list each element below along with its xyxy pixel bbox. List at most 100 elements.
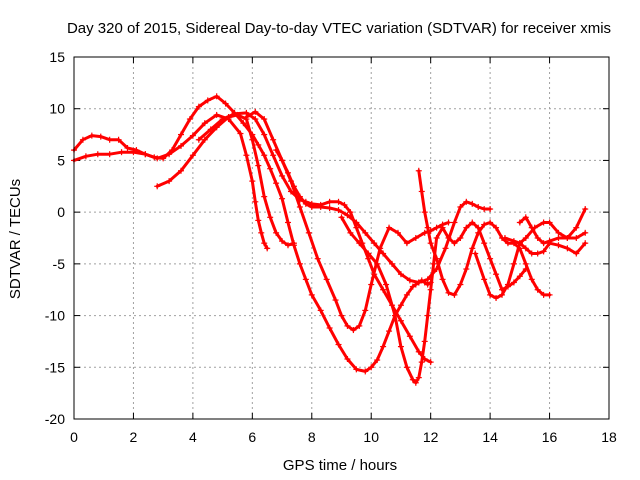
data-point bbox=[427, 359, 434, 366]
data-point bbox=[481, 276, 488, 283]
data-point bbox=[142, 151, 149, 158]
x-axis-label: GPS time / hours bbox=[283, 457, 397, 474]
data-point bbox=[412, 379, 419, 386]
data-point bbox=[472, 250, 479, 257]
data-point bbox=[573, 250, 580, 257]
data-point bbox=[522, 245, 529, 252]
data-point bbox=[124, 145, 131, 152]
data-point bbox=[365, 255, 372, 262]
data-point bbox=[279, 172, 286, 179]
data-point bbox=[501, 235, 508, 241]
data-point bbox=[350, 327, 357, 334]
data-point bbox=[540, 219, 547, 226]
data-point bbox=[573, 235, 580, 241]
data-point bbox=[353, 219, 360, 226]
data-point bbox=[421, 229, 428, 236]
series-track-2 bbox=[71, 111, 271, 252]
data-point bbox=[421, 338, 428, 345]
data-point bbox=[499, 291, 505, 298]
data-point bbox=[317, 203, 324, 210]
data-point bbox=[397, 302, 404, 309]
data-point bbox=[403, 291, 410, 298]
data-point bbox=[386, 328, 393, 335]
data-point bbox=[424, 276, 431, 283]
data-point bbox=[219, 116, 226, 123]
data-point bbox=[252, 116, 259, 123]
data-point bbox=[493, 224, 500, 231]
data-point bbox=[296, 203, 303, 210]
data-point bbox=[347, 209, 354, 216]
data-point bbox=[397, 317, 404, 324]
data-point bbox=[528, 224, 535, 231]
data-point bbox=[362, 307, 369, 314]
data-point bbox=[264, 245, 271, 252]
data-point bbox=[481, 221, 488, 228]
data-point bbox=[528, 276, 535, 283]
data-point bbox=[522, 214, 529, 221]
data-point bbox=[270, 152, 277, 159]
series-track-7 bbox=[338, 214, 529, 386]
data-point bbox=[267, 165, 274, 172]
data-point bbox=[546, 291, 553, 298]
data-point bbox=[178, 142, 184, 149]
data-point bbox=[374, 260, 381, 267]
data-point bbox=[439, 224, 446, 231]
data-point bbox=[302, 200, 309, 207]
data-point bbox=[457, 281, 464, 288]
data-point bbox=[154, 155, 161, 162]
data-point bbox=[249, 178, 256, 185]
data-point bbox=[540, 291, 547, 298]
data-point bbox=[582, 240, 589, 247]
data-point bbox=[255, 162, 262, 169]
data-point bbox=[326, 324, 333, 331]
data-point bbox=[285, 219, 291, 226]
data-point bbox=[457, 203, 464, 210]
data-point bbox=[487, 255, 494, 262]
data-point bbox=[412, 235, 419, 241]
data-point bbox=[97, 133, 104, 140]
data-point bbox=[427, 240, 434, 247]
data-point bbox=[406, 333, 413, 340]
data-point bbox=[201, 136, 208, 143]
data-point bbox=[279, 195, 286, 202]
data-point bbox=[296, 260, 303, 267]
data-point bbox=[347, 229, 354, 236]
data-point bbox=[510, 260, 517, 267]
data-point bbox=[540, 248, 547, 255]
y-tick-label: 5 bbox=[57, 152, 65, 168]
data-point bbox=[368, 281, 375, 288]
series-line bbox=[244, 110, 450, 332]
data-point bbox=[504, 240, 511, 247]
data-point bbox=[564, 235, 571, 241]
data-point bbox=[287, 188, 294, 195]
data-point bbox=[487, 291, 494, 298]
data-point bbox=[344, 212, 351, 219]
data-point bbox=[213, 93, 220, 100]
data-point bbox=[424, 224, 431, 231]
data-point bbox=[528, 250, 535, 257]
data-point bbox=[469, 219, 476, 226]
data-point bbox=[582, 206, 589, 213]
data-point bbox=[392, 312, 398, 319]
data-point bbox=[195, 136, 202, 143]
data-point bbox=[178, 131, 184, 138]
data-point bbox=[397, 271, 404, 278]
data-point bbox=[516, 240, 523, 247]
data-point bbox=[285, 242, 291, 249]
data-point bbox=[195, 103, 202, 110]
x-tick-label: 8 bbox=[308, 429, 316, 445]
data-point bbox=[365, 250, 372, 257]
data-point bbox=[186, 116, 193, 123]
data-point bbox=[510, 238, 517, 245]
data-point bbox=[207, 126, 214, 133]
data-point bbox=[353, 366, 360, 373]
data-point bbox=[240, 120, 247, 127]
data-point bbox=[302, 276, 309, 283]
x-tick-label: 10 bbox=[363, 429, 379, 445]
data-point bbox=[273, 229, 280, 236]
data-point bbox=[555, 235, 562, 241]
data-point bbox=[344, 356, 351, 363]
data-point bbox=[237, 130, 244, 137]
series-line bbox=[473, 207, 587, 300]
x-tick-label: 14 bbox=[482, 429, 498, 445]
